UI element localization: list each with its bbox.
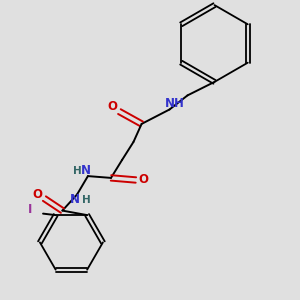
Text: O: O <box>108 100 118 113</box>
Text: H: H <box>82 195 91 205</box>
Text: N: N <box>70 193 80 206</box>
Text: N: N <box>80 164 91 177</box>
Text: H: H <box>73 166 82 176</box>
Text: O: O <box>32 188 42 201</box>
Text: I: I <box>28 203 33 216</box>
Text: O: O <box>138 172 148 186</box>
Text: NH: NH <box>165 97 185 110</box>
